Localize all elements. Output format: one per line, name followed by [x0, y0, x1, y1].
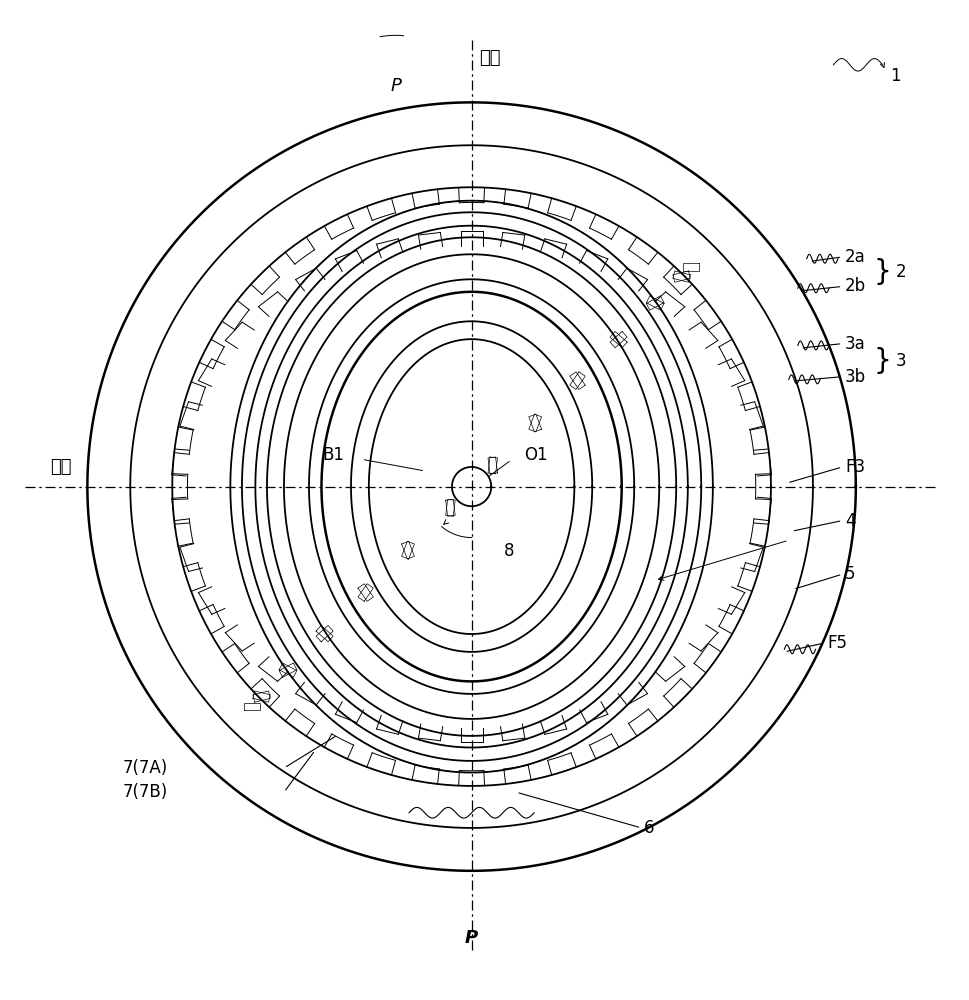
Text: P: P [464, 929, 478, 947]
Text: F3: F3 [844, 458, 864, 476]
Text: 2: 2 [895, 263, 906, 281]
Text: F5: F5 [827, 634, 846, 652]
Text: 4: 4 [844, 512, 855, 530]
Text: 2b: 2b [844, 277, 865, 295]
Text: P: P [390, 77, 400, 95]
Text: 3a: 3a [844, 335, 865, 353]
Text: 6: 6 [643, 819, 654, 837]
Text: 5: 5 [844, 565, 855, 583]
Text: 短轴: 短轴 [49, 458, 72, 476]
Text: }: } [873, 258, 891, 286]
Text: B1: B1 [322, 446, 344, 464]
Text: 8: 8 [503, 542, 514, 560]
Text: 长轴: 长轴 [479, 49, 500, 67]
Text: 3: 3 [895, 352, 906, 370]
Text: 7(7B): 7(7B) [123, 783, 169, 801]
Text: 3b: 3b [844, 368, 865, 386]
Text: 7(7A): 7(7A) [123, 759, 169, 777]
Text: }: } [873, 347, 891, 375]
Text: 2a: 2a [844, 248, 865, 266]
Text: O1: O1 [523, 446, 547, 464]
Text: 1: 1 [889, 67, 899, 85]
